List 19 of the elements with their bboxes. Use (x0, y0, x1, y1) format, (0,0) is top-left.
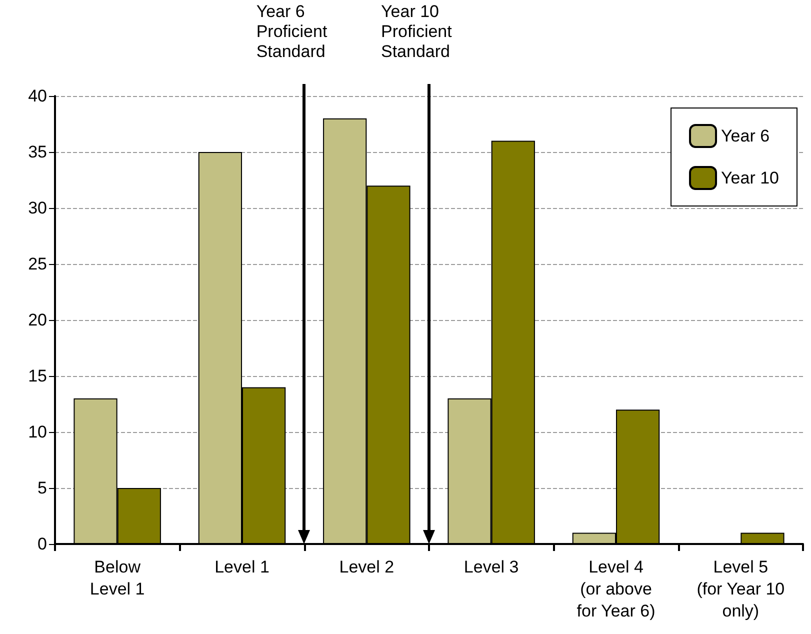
y-tick-label: 5 (38, 478, 47, 498)
x-tick-label: Level 4 (or above for Year 6) (576, 558, 656, 620)
y-tick-label: 20 (28, 310, 47, 330)
x-tick-label: Level 1 (214, 558, 270, 576)
y-tick-label: 35 (28, 142, 47, 162)
legend-label: Year 10 (721, 168, 780, 188)
y-tick-label: 0 (38, 534, 47, 554)
y-tick-label: 10 (28, 422, 47, 442)
y-tick-label: 15 (28, 366, 47, 386)
x-tick-label: Level 3 (464, 558, 519, 576)
y-tick-label: 30 (28, 198, 47, 218)
legend-label: Year 6 (721, 126, 770, 146)
text: Year 10 Proficient Standard (381, 2, 452, 62)
y-tick-label: 25 (28, 254, 47, 274)
x-tick-label: Level 5 (for Year 10 only) (696, 558, 785, 620)
y-tick-label: 40 (28, 86, 47, 106)
x-tick-label: Below Level 1 (90, 558, 145, 598)
text: Year 6 Proficient Standard (256, 2, 328, 62)
x-tick-label: Level 2 (339, 558, 394, 576)
